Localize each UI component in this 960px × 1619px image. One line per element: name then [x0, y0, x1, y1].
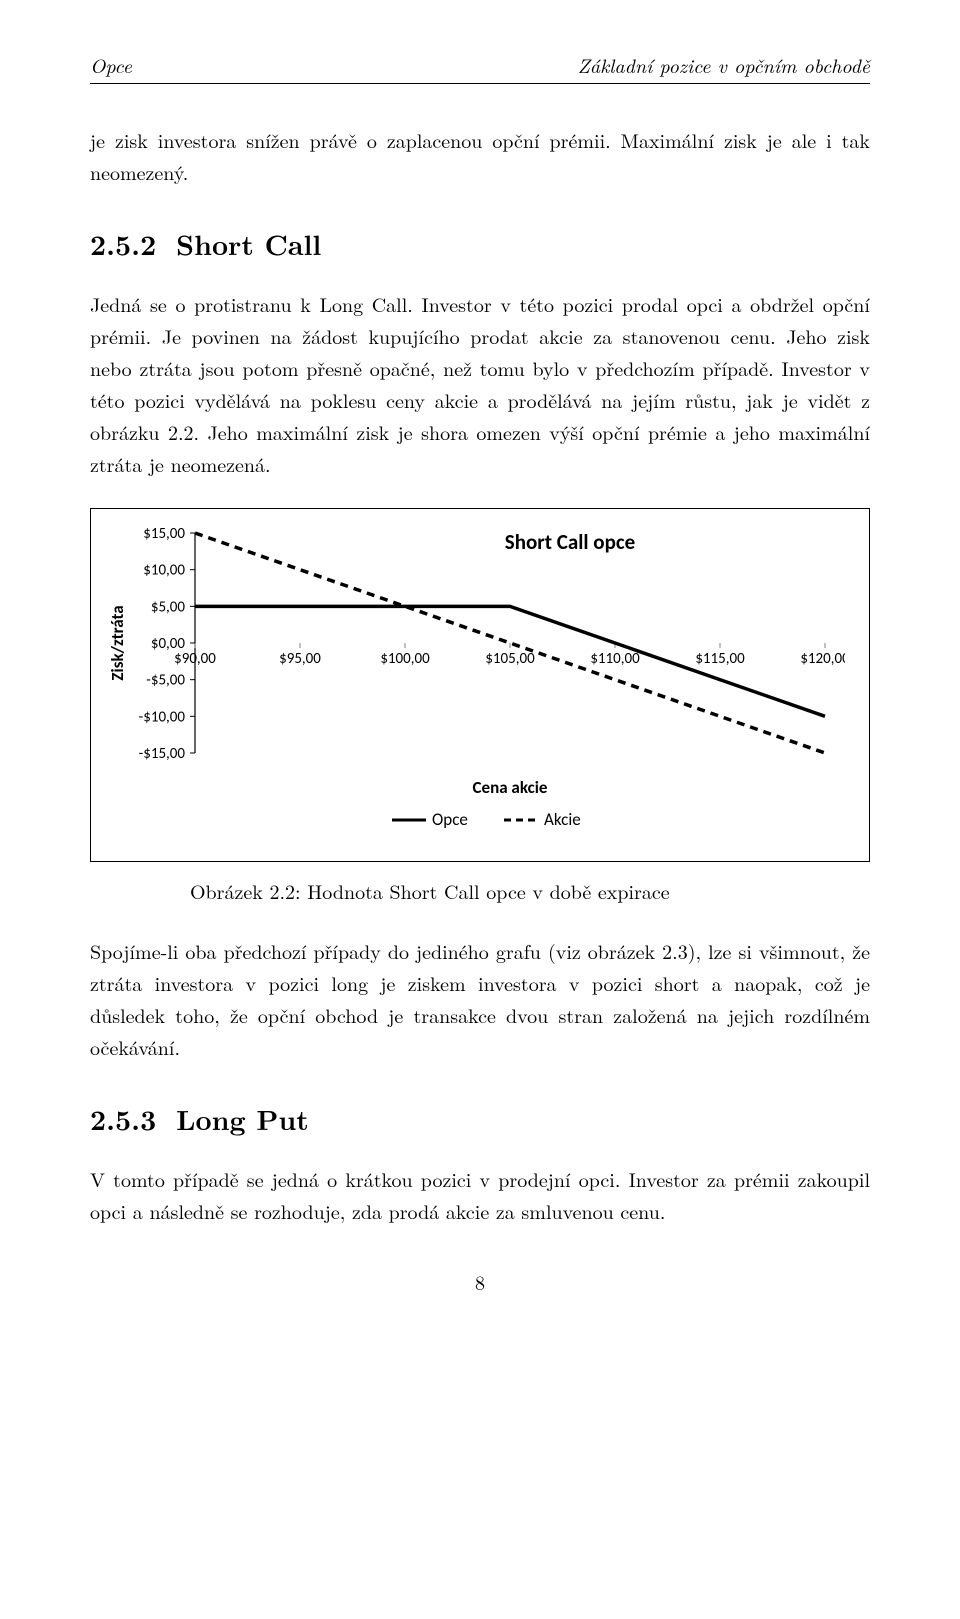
svg-text:$105,00: $105,00 — [485, 650, 535, 668]
heading-number: 2.5.2 — [90, 224, 156, 264]
paragraph-after-chart: Spojíme-li oba předchozí případy do jedi… — [90, 935, 870, 1063]
svg-text:$10,00: $10,00 — [143, 562, 185, 580]
svg-text:Opce: Opce — [432, 809, 468, 830]
svg-text:$120,00: $120,00 — [800, 650, 845, 668]
svg-text:$90,00: $90,00 — [174, 650, 216, 668]
heading-title: Short Call — [176, 224, 321, 264]
svg-text:$100,00: $100,00 — [380, 650, 430, 668]
long-put-paragraph: V tomto případě se jedná o krátkou pozic… — [90, 1163, 870, 1227]
svg-text:-$5,00: -$5,00 — [146, 672, 185, 690]
header-right: Základní pozice v opčním obchodě — [578, 50, 870, 79]
header-left: Opce — [90, 50, 132, 79]
svg-text:$110,00: $110,00 — [590, 650, 640, 668]
page-number: 8 — [90, 1267, 870, 1296]
chart-svg: $15,00$10,00$5,00$0,00-$5,00-$10,00-$15,… — [105, 521, 845, 851]
svg-text:$95,00: $95,00 — [279, 650, 321, 668]
svg-text:-$10,00: -$10,00 — [139, 708, 186, 726]
svg-text:Cena akcie: Cena akcie — [473, 777, 548, 798]
svg-text:$5,00: $5,00 — [151, 598, 186, 616]
short-call-chart: $15,00$10,00$5,00$0,00-$5,00-$10,00-$15,… — [90, 508, 870, 862]
heading-title: Long Put — [176, 1099, 309, 1139]
svg-text:-$15,00: -$15,00 — [139, 745, 186, 763]
heading-long-put: 2.5.3 Long Put — [90, 1099, 870, 1139]
page-header: Opce Základní pozice v opčním obchodě — [90, 50, 870, 84]
svg-text:Short Call opce: Short Call opce — [505, 529, 635, 555]
figure-caption: Obrázek 2.2: Hodnota Short Call opce v d… — [90, 876, 870, 905]
intro-paragraph: je zisk investora snížen právě o zaplace… — [90, 124, 870, 188]
heading-number: 2.5.3 — [90, 1099, 156, 1139]
svg-text:Akcie: Akcie — [544, 809, 581, 830]
svg-text:Zisk/ztráta: Zisk/ztráta — [107, 605, 128, 680]
svg-text:$115,00: $115,00 — [695, 650, 745, 668]
heading-short-call: 2.5.2 Short Call — [90, 224, 870, 264]
svg-text:$15,00: $15,00 — [143, 525, 185, 543]
short-call-paragraph: Jedná se o protistranu k Long Call. Inve… — [90, 288, 870, 480]
